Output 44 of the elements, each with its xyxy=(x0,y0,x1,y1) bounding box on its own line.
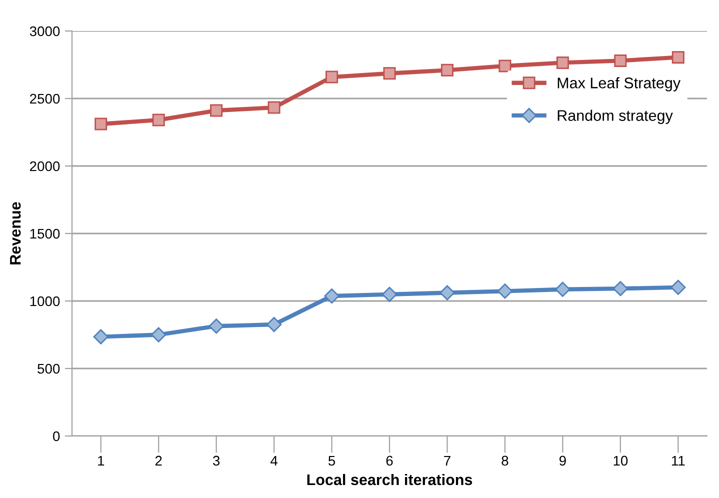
y-tick-label: 3000 xyxy=(30,26,60,36)
point xyxy=(555,282,570,297)
x-axis-title: Local search iterations xyxy=(307,474,472,486)
x-tick-label: 3 xyxy=(212,456,220,466)
point xyxy=(326,70,338,84)
point xyxy=(266,316,282,332)
x-tick-label: 7 xyxy=(444,456,450,466)
legend-label: Max Leaf Strategy xyxy=(558,77,681,92)
x-tick-label: 10 xyxy=(614,456,628,466)
y-tick-label: 0 xyxy=(53,431,60,442)
x-tick-label: 9 xyxy=(559,456,566,466)
point xyxy=(208,318,224,334)
y-tick-label: 2000 xyxy=(30,161,60,172)
y-axis-title: Revenue xyxy=(10,202,21,264)
point xyxy=(556,56,569,69)
point xyxy=(440,64,454,76)
point xyxy=(93,329,108,344)
x-tick-label: 6 xyxy=(386,456,393,466)
point xyxy=(210,104,223,117)
x-tick-label: 1 xyxy=(98,456,104,466)
point xyxy=(268,101,280,114)
y-tick-label: 1000 xyxy=(30,296,60,306)
point xyxy=(440,285,455,300)
y-tick-label: 2500 xyxy=(30,94,60,104)
point xyxy=(382,286,398,302)
x-tick-label: 2 xyxy=(155,456,162,466)
point xyxy=(94,118,108,130)
x-tick-label: 5 xyxy=(328,456,336,466)
point xyxy=(497,284,513,299)
legend-label: Random strategy xyxy=(558,110,673,124)
point xyxy=(672,51,684,64)
point xyxy=(324,288,340,304)
point xyxy=(383,67,396,80)
y-tick-label: 1500 xyxy=(30,228,60,239)
point xyxy=(152,114,165,126)
y-tick-label: 500 xyxy=(38,364,60,374)
point xyxy=(612,281,628,296)
point xyxy=(498,60,512,72)
x-tick-label: 4 xyxy=(270,456,278,466)
x-tick-label: 8 xyxy=(502,456,508,466)
point xyxy=(670,280,686,295)
point xyxy=(151,327,166,342)
point xyxy=(614,54,627,67)
x-tick-label: 11 xyxy=(672,456,685,466)
